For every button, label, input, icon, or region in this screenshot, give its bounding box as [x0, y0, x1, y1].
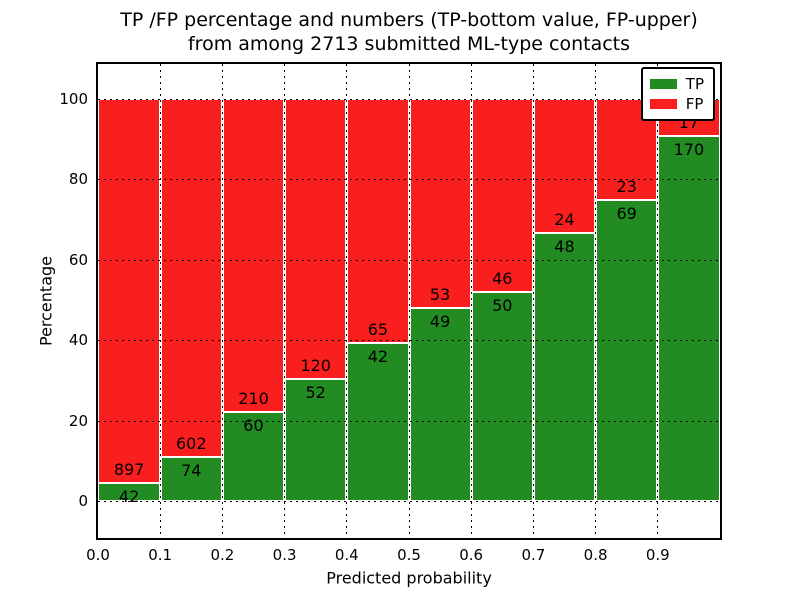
y-tick-label: 0: [78, 492, 88, 510]
bar-tp-count-label: 50: [492, 295, 513, 315]
bar-tp-segment: [657, 135, 720, 501]
bar-fp-count-label: 897: [113, 460, 145, 480]
gridline-horizontal: [98, 420, 720, 422]
gridline-vertical-dots: [470, 64, 472, 538]
gridline-vertical: [283, 64, 287, 538]
x-tick-label: 0.7: [521, 546, 546, 564]
bar-fp-segment: [284, 99, 347, 380]
bar-tp-segment: [346, 343, 409, 501]
gridline-vertical-dots: [532, 64, 534, 538]
gridline-horizontal: [98, 99, 720, 100]
chart-title: TP /FP percentage and numbers (TP-bottom…: [96, 8, 722, 56]
legend-entry-tp: TP: [649, 74, 704, 94]
x-tick-label: 0.9: [645, 546, 670, 564]
gridline-vertical: [531, 64, 535, 538]
gridline-vertical-dots: [346, 64, 348, 538]
x-axis-label: Predicted probability: [326, 568, 492, 588]
gridline-vertical-dots: [657, 64, 659, 538]
bar-fp-count-label: 65: [367, 320, 389, 340]
x-tick-label: 0.4: [334, 546, 359, 564]
gridline-vertical: [220, 64, 224, 538]
bar-fp-count-label: 53: [429, 284, 451, 304]
bar-fp-count-label: 210: [238, 388, 269, 408]
chart-title-line2: from among 2713 submitted ML-type contac…: [187, 33, 631, 55]
bar-tp-segment: [533, 233, 596, 501]
bar-fp-segment: [160, 99, 223, 457]
y-tick-label: 20: [68, 411, 88, 430]
legend: TP FP: [640, 67, 715, 121]
x-tick-label: 0.0: [86, 546, 110, 564]
bar-fp-count-label: 23: [616, 176, 637, 196]
x-tick-label: 0.1: [148, 546, 173, 564]
bar-tp-count-label: 60: [243, 415, 264, 435]
gridline-vertical: [158, 64, 162, 538]
gridline-horizontal: [98, 179, 720, 181]
bar-tp-count-label: 69: [616, 203, 637, 223]
gridline-vertical-dots: [159, 64, 161, 538]
y-tick-label: 60: [68, 250, 88, 269]
legend-label-tp: TP: [685, 75, 704, 93]
bar-fp-segment: [409, 99, 472, 308]
bar-tp-segment: [222, 411, 285, 501]
bar-tp-count-label: 74: [181, 460, 202, 480]
x-tick-label: 0.6: [459, 546, 484, 564]
plot-area: TP FP 897 42 602 74 210 60 120 52 65 42 53 49 46 50 24 4…: [59, 62, 722, 564]
y-tick-label: 40: [68, 331, 88, 350]
bar-fp-segment: [222, 99, 285, 412]
gridline-vertical-dots: [595, 64, 597, 538]
legend-swatch-tp: [649, 79, 677, 89]
gridline-horizontal: [98, 259, 720, 261]
gridline-vertical: [407, 64, 411, 538]
bar-tp-segment: [471, 291, 534, 501]
bar-tp-segment: [160, 456, 223, 501]
gridline-horizontal: [98, 340, 720, 342]
bar-tp-count-label: 42: [367, 347, 389, 367]
bar-fp-segment: [346, 99, 409, 344]
bar-fp-count-label: 46: [492, 268, 513, 288]
bar-tp-count-label: 170: [673, 139, 705, 159]
gridline-vertical-dots: [221, 64, 223, 538]
bar-fp-segment: [471, 99, 534, 292]
bar-tp-count-label: 42: [118, 487, 140, 507]
bar-fp-count-label: 602: [176, 433, 207, 453]
gridline-horizontal: [98, 501, 720, 502]
bar-tp-segment: [409, 307, 472, 501]
chart-title-line1: TP /FP percentage and numbers (TP-bottom…: [120, 9, 698, 31]
gridline-vertical: [594, 64, 598, 538]
y-axis-label: Percentage: [36, 255, 56, 347]
x-tick-label: 0.5: [397, 546, 421, 564]
gridline-vertical: [656, 64, 660, 538]
bar-tp-segment: [595, 199, 658, 501]
bar-fp-count-label: 24: [554, 210, 575, 229]
gridline-vertical-dots: [408, 64, 410, 538]
gridline-vertical-dots: [284, 64, 286, 538]
bar-tp-count-label: 52: [305, 383, 326, 403]
x-tick-label: 0.2: [210, 546, 235, 564]
bar-fp-segment: [98, 99, 161, 484]
y-tick-label: 80: [68, 170, 88, 189]
x-tick-label: 0.3: [272, 546, 297, 564]
legend-swatch-fp: [649, 99, 677, 109]
gridline-vertical: [345, 64, 349, 538]
x-tick-label: 0.8: [583, 546, 608, 564]
bar-tp-count-label: 49: [429, 311, 451, 331]
gridline-vertical: [469, 64, 473, 538]
y-tick-label: 100: [59, 90, 88, 108]
bar-tp-count-label: 48: [554, 237, 575, 256]
bar-tp-segment: [284, 379, 347, 501]
legend-label-fp: FP: [685, 95, 704, 113]
bar-fp-count-label: 120: [300, 356, 331, 376]
legend-entry-fp: FP: [649, 94, 704, 114]
